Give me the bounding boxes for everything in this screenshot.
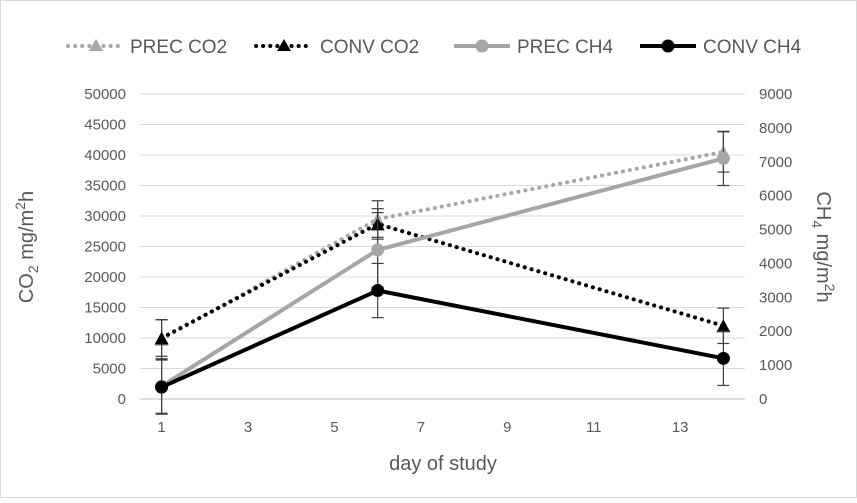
right-y-tick-label: 9000 [759, 86, 792, 103]
data-point-conv-ch4 [155, 380, 169, 394]
right-y-axis-title-tail: h [812, 291, 834, 302]
right-y-tick-label: 2000 [759, 323, 792, 340]
data-point-conv-ch4 [716, 351, 730, 365]
series-line-conv-co2 [159, 221, 726, 340]
legend: PREC CO2 CONV CO2 PREC CH4 CONV CH4 [66, 37, 802, 58]
legend-label-prec-co2: PREC CO2 [130, 37, 227, 58]
legend-marker-prec-ch4 [475, 39, 489, 53]
right-y-axis-ticks: 0 1000 2000 3000 4000 5000 6000 7000 8000 9000 [759, 86, 792, 408]
left-y-tick-label: 35000 [84, 178, 126, 195]
data-point-conv-co2 [154, 331, 169, 345]
left-y-axis-title: CO2 mg/m2h [12, 191, 41, 303]
x-tick-label: 3 [244, 419, 252, 436]
right-y-axis-title-main: CH [812, 191, 834, 220]
legend-marker-conv-co2 [277, 39, 291, 51]
legend-label-prec-ch4: PREC CH4 [517, 37, 614, 58]
left-y-axis-title-tail: h [16, 191, 38, 202]
left-y-tick-label: 10000 [84, 330, 126, 347]
data-point-prec-ch4 [716, 151, 730, 165]
x-tick-label: 7 [417, 419, 425, 436]
left-y-axis-ticks: 0 5000 10000 15000 20000 25000 30000 35000 40000… [84, 86, 126, 408]
legend-item-prec-co2: PREC CO2 [66, 37, 227, 58]
left-y-tick-label: 15000 [84, 300, 126, 317]
right-y-axis-title: CH4 mg/m2h [809, 191, 838, 302]
right-y-tick-label: 7000 [759, 154, 792, 171]
x-tick-label: 5 [330, 419, 338, 436]
right-y-axis-title-rest: mg/m [812, 228, 834, 284]
left-y-tick-label: 50000 [84, 86, 126, 103]
right-y-tick-label: 0 [759, 391, 767, 408]
x-tick-label: 9 [503, 419, 511, 436]
series-layer [154, 130, 731, 415]
data-point-prec-ch4 [371, 243, 385, 257]
left-y-axis-title-rest: mg/m [16, 210, 38, 266]
left-y-tick-label: 45000 [84, 117, 126, 134]
x-tick-label: 11 [586, 419, 602, 436]
left-y-axis-title-sup: 2 [12, 202, 28, 210]
left-y-axis-title-sub: 2 [25, 265, 41, 273]
left-y-tick-label: 40000 [84, 147, 126, 164]
left-y-tick-label: 25000 [84, 239, 126, 256]
legend-marker-conv-ch4 [661, 39, 675, 53]
right-y-tick-label: 3000 [759, 289, 792, 306]
data-point-conv-co2 [716, 319, 731, 333]
right-y-tick-label: 1000 [759, 357, 792, 374]
left-y-axis-title-main: CO [16, 273, 38, 303]
right-y-tick-label: 6000 [759, 188, 792, 205]
series-conv-ch4 [155, 262, 730, 415]
legend-item-conv-co2: CONV CO2 [254, 37, 419, 58]
left-y-tick-label: 5000 [93, 361, 126, 378]
right-y-tick-label: 5000 [759, 222, 792, 239]
x-tick-label: 1 [157, 419, 165, 436]
legend-label-conv-co2: CONV CO2 [320, 37, 419, 58]
right-y-axis-title-sup: 2 [822, 284, 838, 292]
left-y-tick-label: 20000 [84, 269, 126, 286]
legend-item-conv-ch4: CONV CH4 [640, 37, 802, 58]
x-tick-label: 13 [672, 419, 689, 436]
legend-label-conv-ch4: CONV CH4 [703, 37, 802, 58]
x-axis-ticks: 1 3 5 7 9 11 13 [140, 398, 745, 436]
legend-item-prec-ch4: PREC CH4 [454, 37, 614, 58]
legend-marker-prec-co2 [89, 39, 103, 51]
right-y-tick-label: 8000 [759, 120, 792, 137]
left-y-tick-label: 0 [118, 391, 126, 408]
left-y-tick-label: 30000 [84, 208, 126, 225]
right-y-tick-label: 4000 [759, 255, 792, 272]
right-y-axis-title-sub: 4 [809, 220, 825, 228]
data-point-conv-ch4 [371, 284, 385, 298]
x-axis-title: day of study [389, 453, 497, 475]
